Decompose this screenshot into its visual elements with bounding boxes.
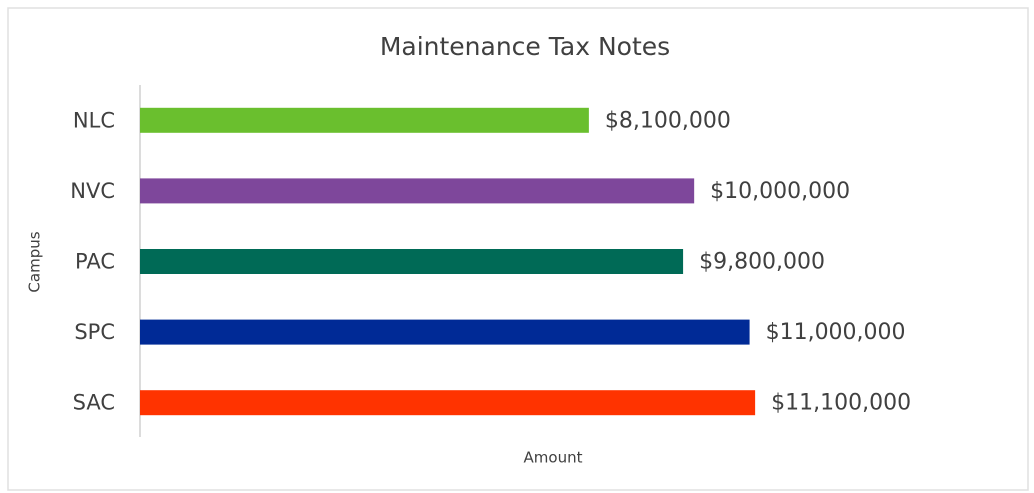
data-label: $8,100,000 xyxy=(605,108,731,133)
y-tick-label: PAC xyxy=(75,250,115,274)
bar xyxy=(140,249,684,274)
data-label: $11,000,000 xyxy=(766,320,906,345)
chart-title: Maintenance Tax Notes xyxy=(380,32,670,61)
y-tick-label: NVC xyxy=(70,179,115,203)
data-label: $11,100,000 xyxy=(771,391,911,416)
x-axis-label: Amount xyxy=(524,449,583,467)
bar xyxy=(140,178,695,204)
data-label: $10,000,000 xyxy=(710,179,850,204)
y-tick-label: SAC xyxy=(73,391,115,415)
data-label: $9,800,000 xyxy=(699,250,825,275)
bar xyxy=(140,107,589,133)
y-tick-label: SPC xyxy=(74,320,115,344)
bar xyxy=(140,319,750,345)
y-axis-label: Campus xyxy=(26,231,44,292)
bar xyxy=(140,390,756,416)
y-tick-label: NLC xyxy=(73,108,115,132)
